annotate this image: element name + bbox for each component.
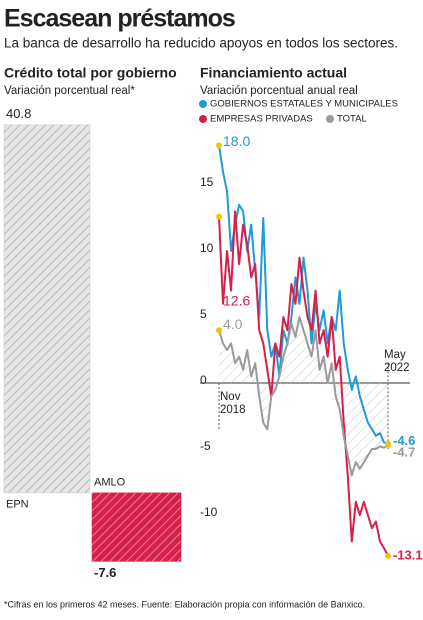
legend-label: EMPRESAS PRIVADAS bbox=[210, 114, 313, 125]
category-label: AMLO bbox=[94, 477, 126, 489]
y-tick-label: 10 bbox=[200, 241, 214, 255]
legend-dot bbox=[199, 100, 207, 108]
y-tick-label: 15 bbox=[200, 175, 214, 189]
chart-title: Financiamiento actual bbox=[200, 65, 347, 81]
x-tick-label: Nov 2018 bbox=[220, 391, 246, 416]
end-dot bbox=[385, 442, 391, 449]
y-tick-label: -10 bbox=[200, 505, 218, 519]
hatch-area bbox=[219, 317, 388, 476]
end-dot bbox=[216, 142, 222, 149]
value-label: -4.6 bbox=[393, 433, 415, 448]
end-dot bbox=[216, 213, 222, 220]
legend-dot bbox=[326, 115, 334, 123]
chart-subtitle: Variación porcentual anual real bbox=[200, 85, 358, 97]
y-tick-label: 5 bbox=[200, 307, 207, 321]
end-dot bbox=[385, 552, 391, 559]
value-label: 4.0 bbox=[223, 316, 243, 332]
value-label: -13.1 bbox=[393, 547, 423, 562]
chart-title: Crédito total por gobierno bbox=[4, 65, 177, 81]
y-tick-label: 0 bbox=[200, 373, 207, 387]
title: Escasean préstamos bbox=[4, 5, 235, 33]
value-label: 18.0 bbox=[223, 133, 250, 149]
bar bbox=[91, 492, 182, 562]
value-label: 12.6 bbox=[223, 293, 250, 309]
end-dot bbox=[216, 327, 222, 334]
subtitle: La banca de desarrollo ha reducido apoyo… bbox=[4, 36, 398, 51]
y-tick-label: -5 bbox=[200, 439, 211, 453]
legend-dot bbox=[199, 115, 207, 123]
legend-label: GOBIERNOS ESTATALES Y MUNICIPALES bbox=[210, 99, 398, 110]
chart-subtitle: Variación porcentual real* bbox=[4, 85, 135, 97]
series-line bbox=[218, 210, 389, 557]
series-line bbox=[218, 316, 389, 477]
legend-label: TOTAL bbox=[337, 114, 367, 125]
footnote: *Cifras en los primeros 42 meses. Fuente… bbox=[4, 599, 365, 609]
bar bbox=[3, 124, 91, 494]
x-tick-label: May 2022 bbox=[384, 349, 410, 374]
value-label: -4.7 bbox=[393, 444, 415, 459]
value-label: -7.6 bbox=[94, 565, 116, 580]
category-label: EPN bbox=[6, 499, 29, 511]
value-label: 40.8 bbox=[6, 106, 31, 121]
